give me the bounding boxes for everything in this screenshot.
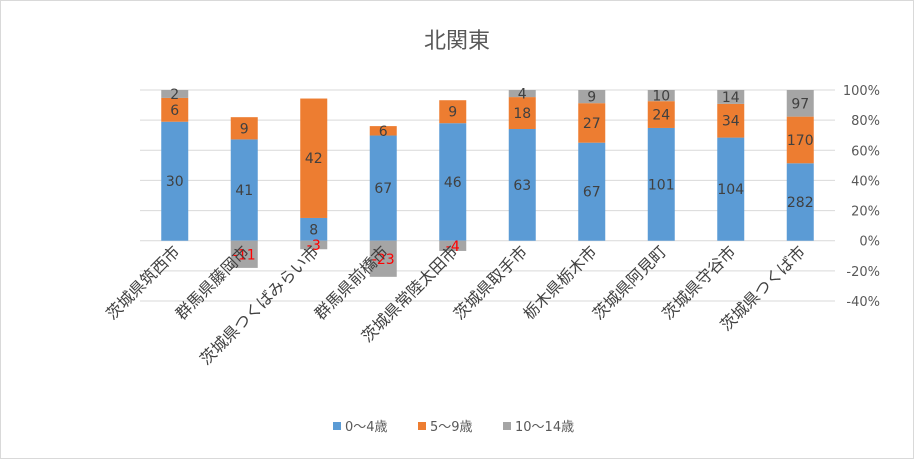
y-tick-label: 60%: [851, 144, 880, 159]
data-label: 4: [518, 87, 527, 103]
data-label: 2: [170, 87, 179, 103]
data-label: 97: [791, 96, 809, 112]
legend-swatch: [503, 422, 511, 430]
bar-segment: [369, 135, 397, 241]
bar-segment: [161, 121, 189, 241]
data-label: 9: [240, 121, 249, 137]
data-label: 282: [787, 195, 814, 211]
bar-segment: [230, 139, 258, 241]
data-label: 6: [379, 124, 388, 140]
data-label: 34: [722, 114, 740, 130]
bar-segment: [439, 100, 467, 124]
bar-segment: [300, 240, 328, 250]
data-label: 101: [648, 177, 675, 193]
data-label: 6: [170, 103, 179, 119]
bar-segment: [161, 97, 189, 122]
legend-label: 10～14歳: [515, 420, 574, 435]
bar-segment: [230, 117, 258, 140]
legend-swatch: [418, 422, 426, 430]
bar-segment: [578, 90, 606, 104]
data-label: 8: [309, 222, 318, 238]
bar-segment: [647, 101, 675, 128]
data-label: 42: [305, 151, 323, 167]
data-label: -3: [307, 238, 321, 254]
bar-segment: [300, 217, 328, 241]
category-label: 茨城県筑西市: [102, 242, 183, 323]
legend-swatch: [333, 422, 341, 430]
y-tick-label: -20%: [846, 265, 880, 280]
y-tick-label: 20%: [851, 205, 880, 220]
bar-segment: [300, 98, 328, 218]
bar-segment: [578, 103, 606, 143]
bar-segment: [717, 103, 745, 138]
bar-segment: [578, 142, 606, 241]
data-label: 18: [513, 106, 531, 122]
data-label: 46: [444, 175, 462, 191]
bar-segment: [786, 90, 814, 117]
bar-segment: [508, 90, 536, 98]
chart-title: 北関東: [424, 29, 490, 54]
bar-segment: [717, 90, 745, 104]
category-label: 栃木県栃木市: [519, 242, 600, 323]
bar-segment: [647, 90, 675, 102]
data-label: -11: [233, 247, 256, 263]
data-label: 30: [166, 174, 184, 190]
data-label: 104: [717, 182, 744, 198]
bar-segment: [508, 97, 536, 130]
data-label: 14: [722, 90, 740, 106]
y-tick-label: 40%: [851, 174, 880, 189]
data-label: 63: [513, 178, 531, 194]
data-label: 170: [787, 133, 814, 149]
y-tick-label: 80%: [851, 114, 880, 129]
y-tick-label: 100%: [843, 84, 880, 99]
data-label: 41: [235, 183, 253, 199]
bar-segment: [786, 116, 814, 164]
bar-segment: [439, 123, 467, 241]
y-tick-label: -40%: [846, 295, 880, 310]
bar-segment: [369, 240, 397, 277]
data-label: 10: [652, 89, 670, 105]
legend-label: 0～4歳: [345, 420, 388, 435]
bar-segment: [230, 240, 258, 268]
category-label: 茨城県阿見町: [589, 242, 670, 323]
data-label: 67: [583, 185, 601, 201]
data-label: 9: [587, 90, 596, 106]
data-label: -4: [446, 239, 460, 255]
category-label: 茨城県取手市: [450, 242, 531, 323]
legend-label: 5～9歳: [430, 420, 473, 435]
data-label: 9: [448, 105, 457, 121]
category-label: 茨城県つくばみらい市: [196, 242, 323, 369]
data-label: 67: [374, 181, 392, 197]
bar-segment: [786, 163, 814, 241]
bar-segment: [161, 90, 189, 98]
data-label: 27: [583, 116, 601, 132]
data-label: 24: [652, 108, 670, 124]
data-label: -23: [372, 252, 395, 268]
bar-segment: [717, 137, 745, 241]
bar-segment: [508, 129, 536, 241]
bar-segment: [647, 127, 675, 241]
bar-segment: [369, 126, 397, 136]
bar-segment: [439, 240, 467, 251]
y-tick-label: 0%: [859, 235, 880, 250]
